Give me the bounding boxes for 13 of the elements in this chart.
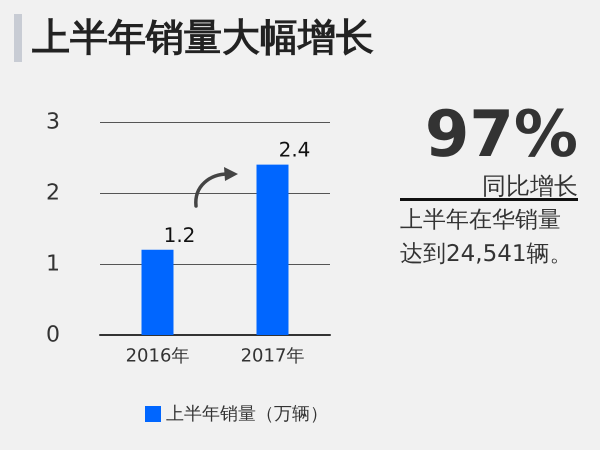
data-label: 2.4 [278, 138, 310, 162]
y-tick-label: 1 [46, 252, 60, 276]
chart-title: 上半年销量大幅增长 [32, 14, 374, 61]
x-tick-label: 2016年 [126, 346, 190, 366]
x-tick-label: 2017年 [240, 346, 304, 366]
y-tick-label: 3 [46, 110, 60, 134]
text: 上半年在华销量达到24,541辆。 [400, 207, 572, 267]
data-label: 1.2 [164, 222, 196, 247]
y-tick-label: 2 [46, 180, 60, 206]
text: 97% [424, 98, 578, 172]
text: 同比增长 [481, 171, 578, 202]
y-tick-label: 0 [46, 322, 60, 348]
legend-label: 上半年销量（万辆） [166, 404, 328, 424]
